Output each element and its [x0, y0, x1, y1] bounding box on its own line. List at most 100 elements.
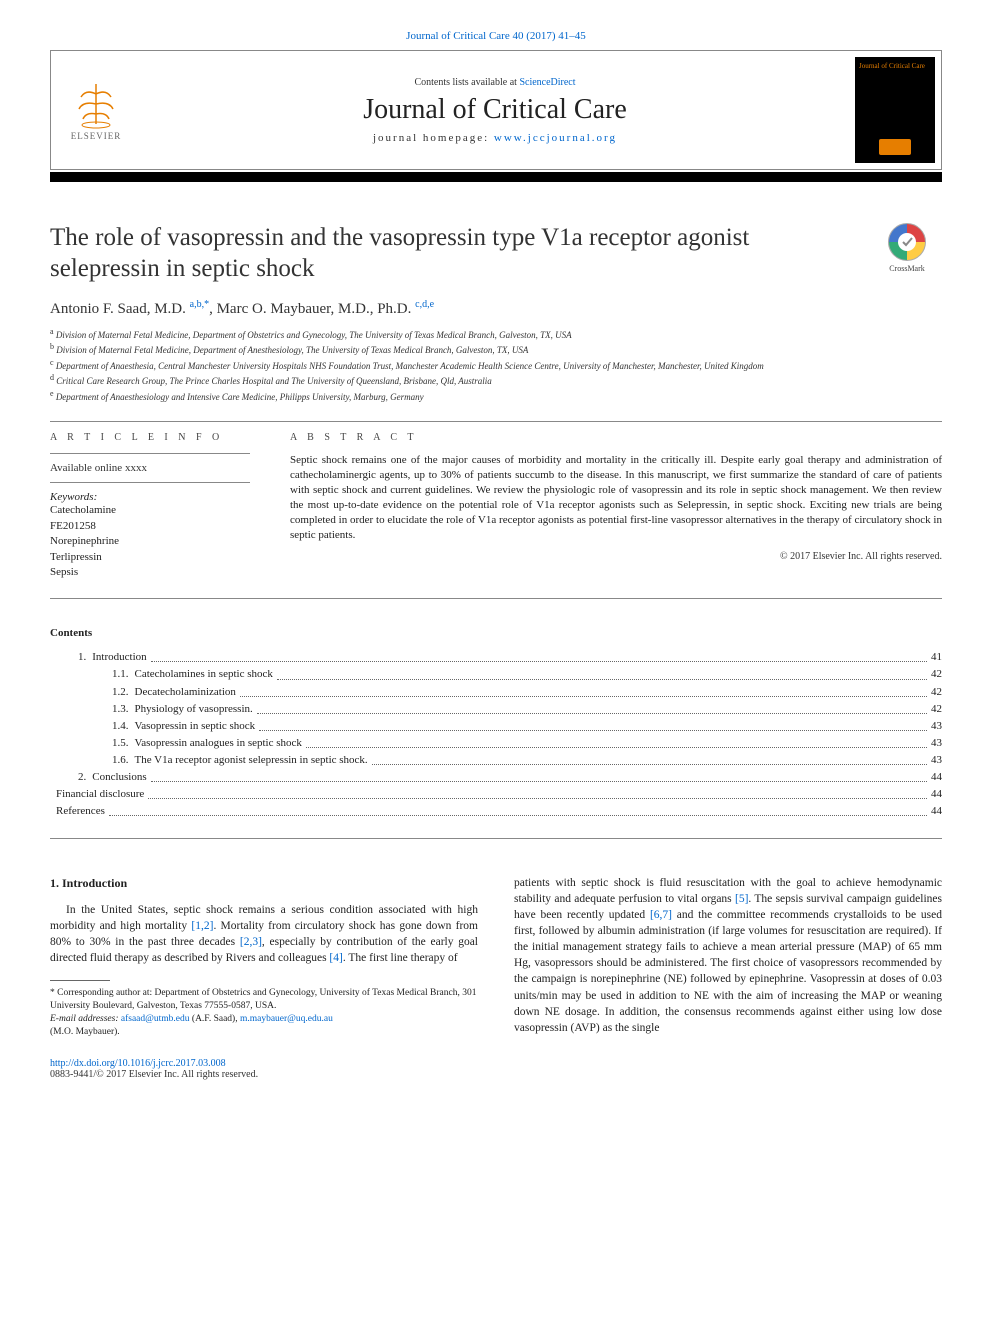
rule-top	[50, 421, 942, 422]
intro-para-2: patients with septic shock is fluid resu…	[514, 875, 942, 1036]
abstract-copyright: © 2017 Elsevier Inc. All rights reserved…	[290, 551, 942, 562]
journal-reference: Journal of Critical Care 40 (2017) 41–45	[50, 30, 942, 42]
affiliation: b Division of Maternal Fetal Medicine, D…	[50, 341, 942, 357]
email-2-link[interactable]: m.maybauer@uq.edu.au	[240, 1014, 333, 1024]
toc-page: 42	[931, 684, 942, 701]
ref-6-7[interactable]: [6,7]	[650, 909, 672, 921]
toc-page: 42	[931, 666, 942, 683]
article-info-col: A R T I C L E I N F O Available online x…	[50, 432, 250, 580]
keywords-list: CatecholamineFE201258NorepinephrineTerli…	[50, 503, 250, 580]
cover-title: Journal of Critical Care	[859, 63, 931, 71]
affiliation: d Critical Care Research Group, The Prin…	[50, 372, 942, 388]
ref-1-2[interactable]: [1,2]	[191, 920, 213, 932]
toc-row[interactable]: References44	[50, 803, 942, 820]
toc-dots	[240, 684, 927, 697]
toc-num: 1.4.	[112, 718, 129, 735]
keyword: Sepsis	[50, 565, 250, 580]
email-1-link[interactable]: afsaad@utmb.edu	[121, 1014, 190, 1024]
toc-label: The V1a receptor agonist selepressin in …	[129, 752, 368, 769]
toc-dots	[109, 803, 927, 816]
email-addresses: E-mail addresses: afsaad@utmb.edu (A.F. …	[50, 1013, 478, 1026]
toc-num: 1.5.	[112, 735, 129, 752]
journal-header: ELSEVIER Contents lists available at Sci…	[50, 50, 942, 170]
toc-num: 2.	[78, 769, 86, 786]
authors: Antonio F. Saad, M.D. a,b,*, Marc O. May…	[50, 299, 942, 318]
elsevier-logo: ELSEVIER	[51, 51, 141, 169]
toc-label: Vasopressin analogues in septic shock	[129, 735, 302, 752]
homepage-prefix: journal homepage:	[373, 132, 494, 144]
toc-dots	[259, 718, 927, 731]
toc-label: Catecholamines in septic shock	[129, 666, 273, 683]
toc-row[interactable]: 1.1.Catecholamines in septic shock 42	[50, 666, 942, 683]
ref-4[interactable]: [4]	[329, 952, 342, 964]
footnote-rule	[50, 980, 110, 981]
toc-page: 43	[931, 752, 942, 769]
keyword: Catecholamine	[50, 503, 250, 518]
toc-dots	[151, 769, 927, 782]
footer: http://dx.doi.org/10.1016/j.jcrc.2017.03…	[50, 1058, 942, 1080]
toc-row[interactable]: 1.2.Decatecholaminization 42	[50, 684, 942, 701]
table-of-contents: 1.Introduction411.1.Catecholamines in se…	[50, 649, 942, 819]
intro-heading: 1. Introduction	[50, 875, 478, 892]
intro-t4: . The first line therapy of	[343, 952, 458, 964]
toc-dots	[306, 735, 927, 748]
ref-2-3[interactable]: [2,3]	[240, 936, 262, 948]
footnotes: * Corresponding author at: Department of…	[50, 987, 478, 1038]
abstract-head: A B S T R A C T	[290, 432, 942, 443]
contents-prefix: Contents lists available at	[414, 77, 519, 88]
available-online: Available online xxxx	[50, 462, 250, 474]
article-info-head: A R T I C L E I N F O	[50, 432, 250, 443]
toc-row[interactable]: 1.5.Vasopressin analogues in septic shoc…	[50, 735, 942, 752]
toc-row[interactable]: Financial disclosure44	[50, 786, 942, 803]
intro-t7: and the committee recommends crystalloid…	[514, 909, 942, 1034]
email-1-who: (A.F. Saad),	[190, 1014, 240, 1024]
toc-page: 43	[931, 718, 942, 735]
toc-num: 1.6.	[112, 752, 129, 769]
sciencedirect-link[interactable]: ScienceDirect	[519, 77, 575, 88]
toc-num: 1.	[78, 649, 86, 666]
author-1-name: Antonio F. Saad, M.D.	[50, 301, 190, 317]
affiliations: a Division of Maternal Fetal Medicine, D…	[50, 326, 942, 404]
contents-available: Contents lists available at ScienceDirec…	[414, 77, 575, 88]
email-label: E-mail addresses:	[50, 1014, 119, 1024]
keyword: Norepinephrine	[50, 534, 250, 549]
toc-label: Financial disclosure	[50, 786, 144, 803]
toc-row[interactable]: 1.3.Physiology of vasopressin.42	[50, 701, 942, 718]
crossmark-badge[interactable]: CrossMark	[872, 222, 942, 273]
rule-after-toc	[50, 838, 942, 839]
rule-mid	[50, 598, 942, 599]
keyword: Terlipressin	[50, 550, 250, 565]
cover-badge-icon	[879, 139, 911, 155]
toc-dots	[372, 752, 927, 765]
toc-label: Vasopressin in septic shock	[129, 718, 256, 735]
toc-row[interactable]: 1.6.The V1a receptor agonist selepressin…	[50, 752, 942, 769]
toc-page: 44	[931, 769, 942, 786]
keywords-label: Keywords:	[50, 491, 250, 503]
doi-link[interactable]: http://dx.doi.org/10.1016/j.jcrc.2017.03…	[50, 1058, 226, 1069]
journal-homepage-link[interactable]: www.jccjournal.org	[494, 132, 617, 144]
issn-copyright: 0883-9441/© 2017 Elsevier Inc. All right…	[50, 1069, 942, 1080]
ref-5[interactable]: [5]	[735, 893, 748, 905]
affiliation: c Department of Anaesthesia, Central Man…	[50, 357, 942, 373]
author-2-sup: c,d,e	[415, 299, 434, 310]
toc-label: References	[50, 803, 105, 820]
toc-dots	[257, 701, 927, 714]
elsevier-tree-icon	[71, 79, 121, 129]
toc-row[interactable]: 1.Introduction41	[50, 649, 942, 666]
email-2-who: (M.O. Maybauer).	[50, 1026, 478, 1039]
toc-num: 1.3.	[112, 701, 129, 718]
contents-heading: Contents	[50, 627, 942, 639]
journal-cover-thumb: Journal of Critical Care	[855, 57, 935, 163]
journal-homepage: journal homepage: www.jccjournal.org	[373, 132, 617, 144]
toc-label: Decatecholaminization	[129, 684, 236, 701]
toc-dots	[151, 649, 927, 662]
corresponding-author: * Corresponding author at: Department of…	[50, 987, 478, 1013]
crossmark-label: CrossMark	[872, 264, 942, 273]
toc-num: 1.1.	[112, 666, 129, 683]
body-columns: 1. Introduction In the United States, se…	[50, 875, 942, 1038]
toc-num: 1.2.	[112, 684, 129, 701]
toc-row[interactable]: 2.Conclusions44	[50, 769, 942, 786]
author-1-sup: a,b,*	[190, 299, 209, 310]
toc-row[interactable]: 1.4.Vasopressin in septic shock 43	[50, 718, 942, 735]
abstract-text: Septic shock remains one of the major ca…	[290, 453, 942, 542]
